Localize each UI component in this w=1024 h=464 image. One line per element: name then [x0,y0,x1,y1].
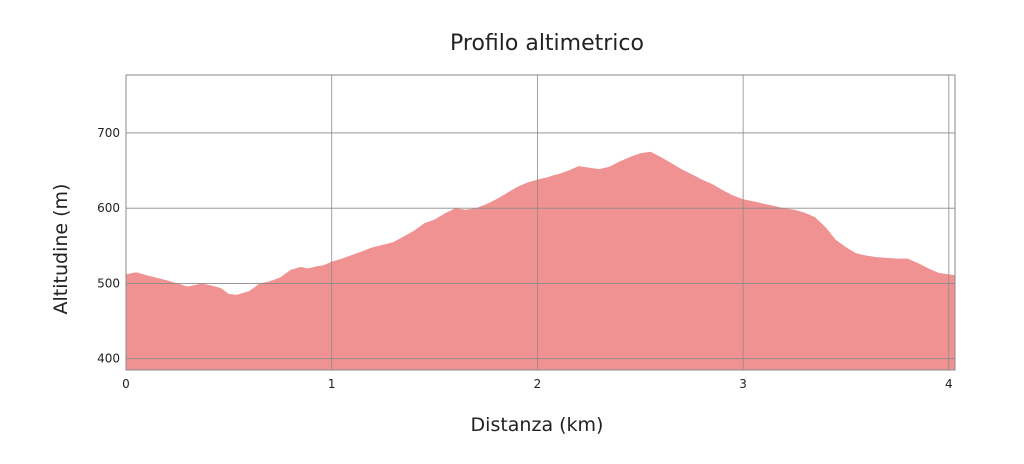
x-tick-label: 2 [534,377,542,391]
x-axis-label: Distanza (km) [471,414,604,436]
elevation-area [126,151,955,370]
y-tick-label: 500 [97,276,120,290]
plot-area: 400 500 600 700 0 1 2 3 4 [97,74,956,391]
x-tick-label: 3 [739,377,747,391]
y-tick-label: 600 [97,201,120,215]
chart-title: Profilo altimetrico [450,31,644,56]
plot-frame [125,74,956,371]
y-tick-label: 400 [97,352,120,366]
x-tick-label: 0 [122,377,130,391]
x-tick-label: 1 [328,377,336,391]
y-tick-label: 700 [97,126,120,140]
x-tick-label: 4 [945,377,953,391]
y-axis-label: Altitudine (m) [50,184,72,315]
